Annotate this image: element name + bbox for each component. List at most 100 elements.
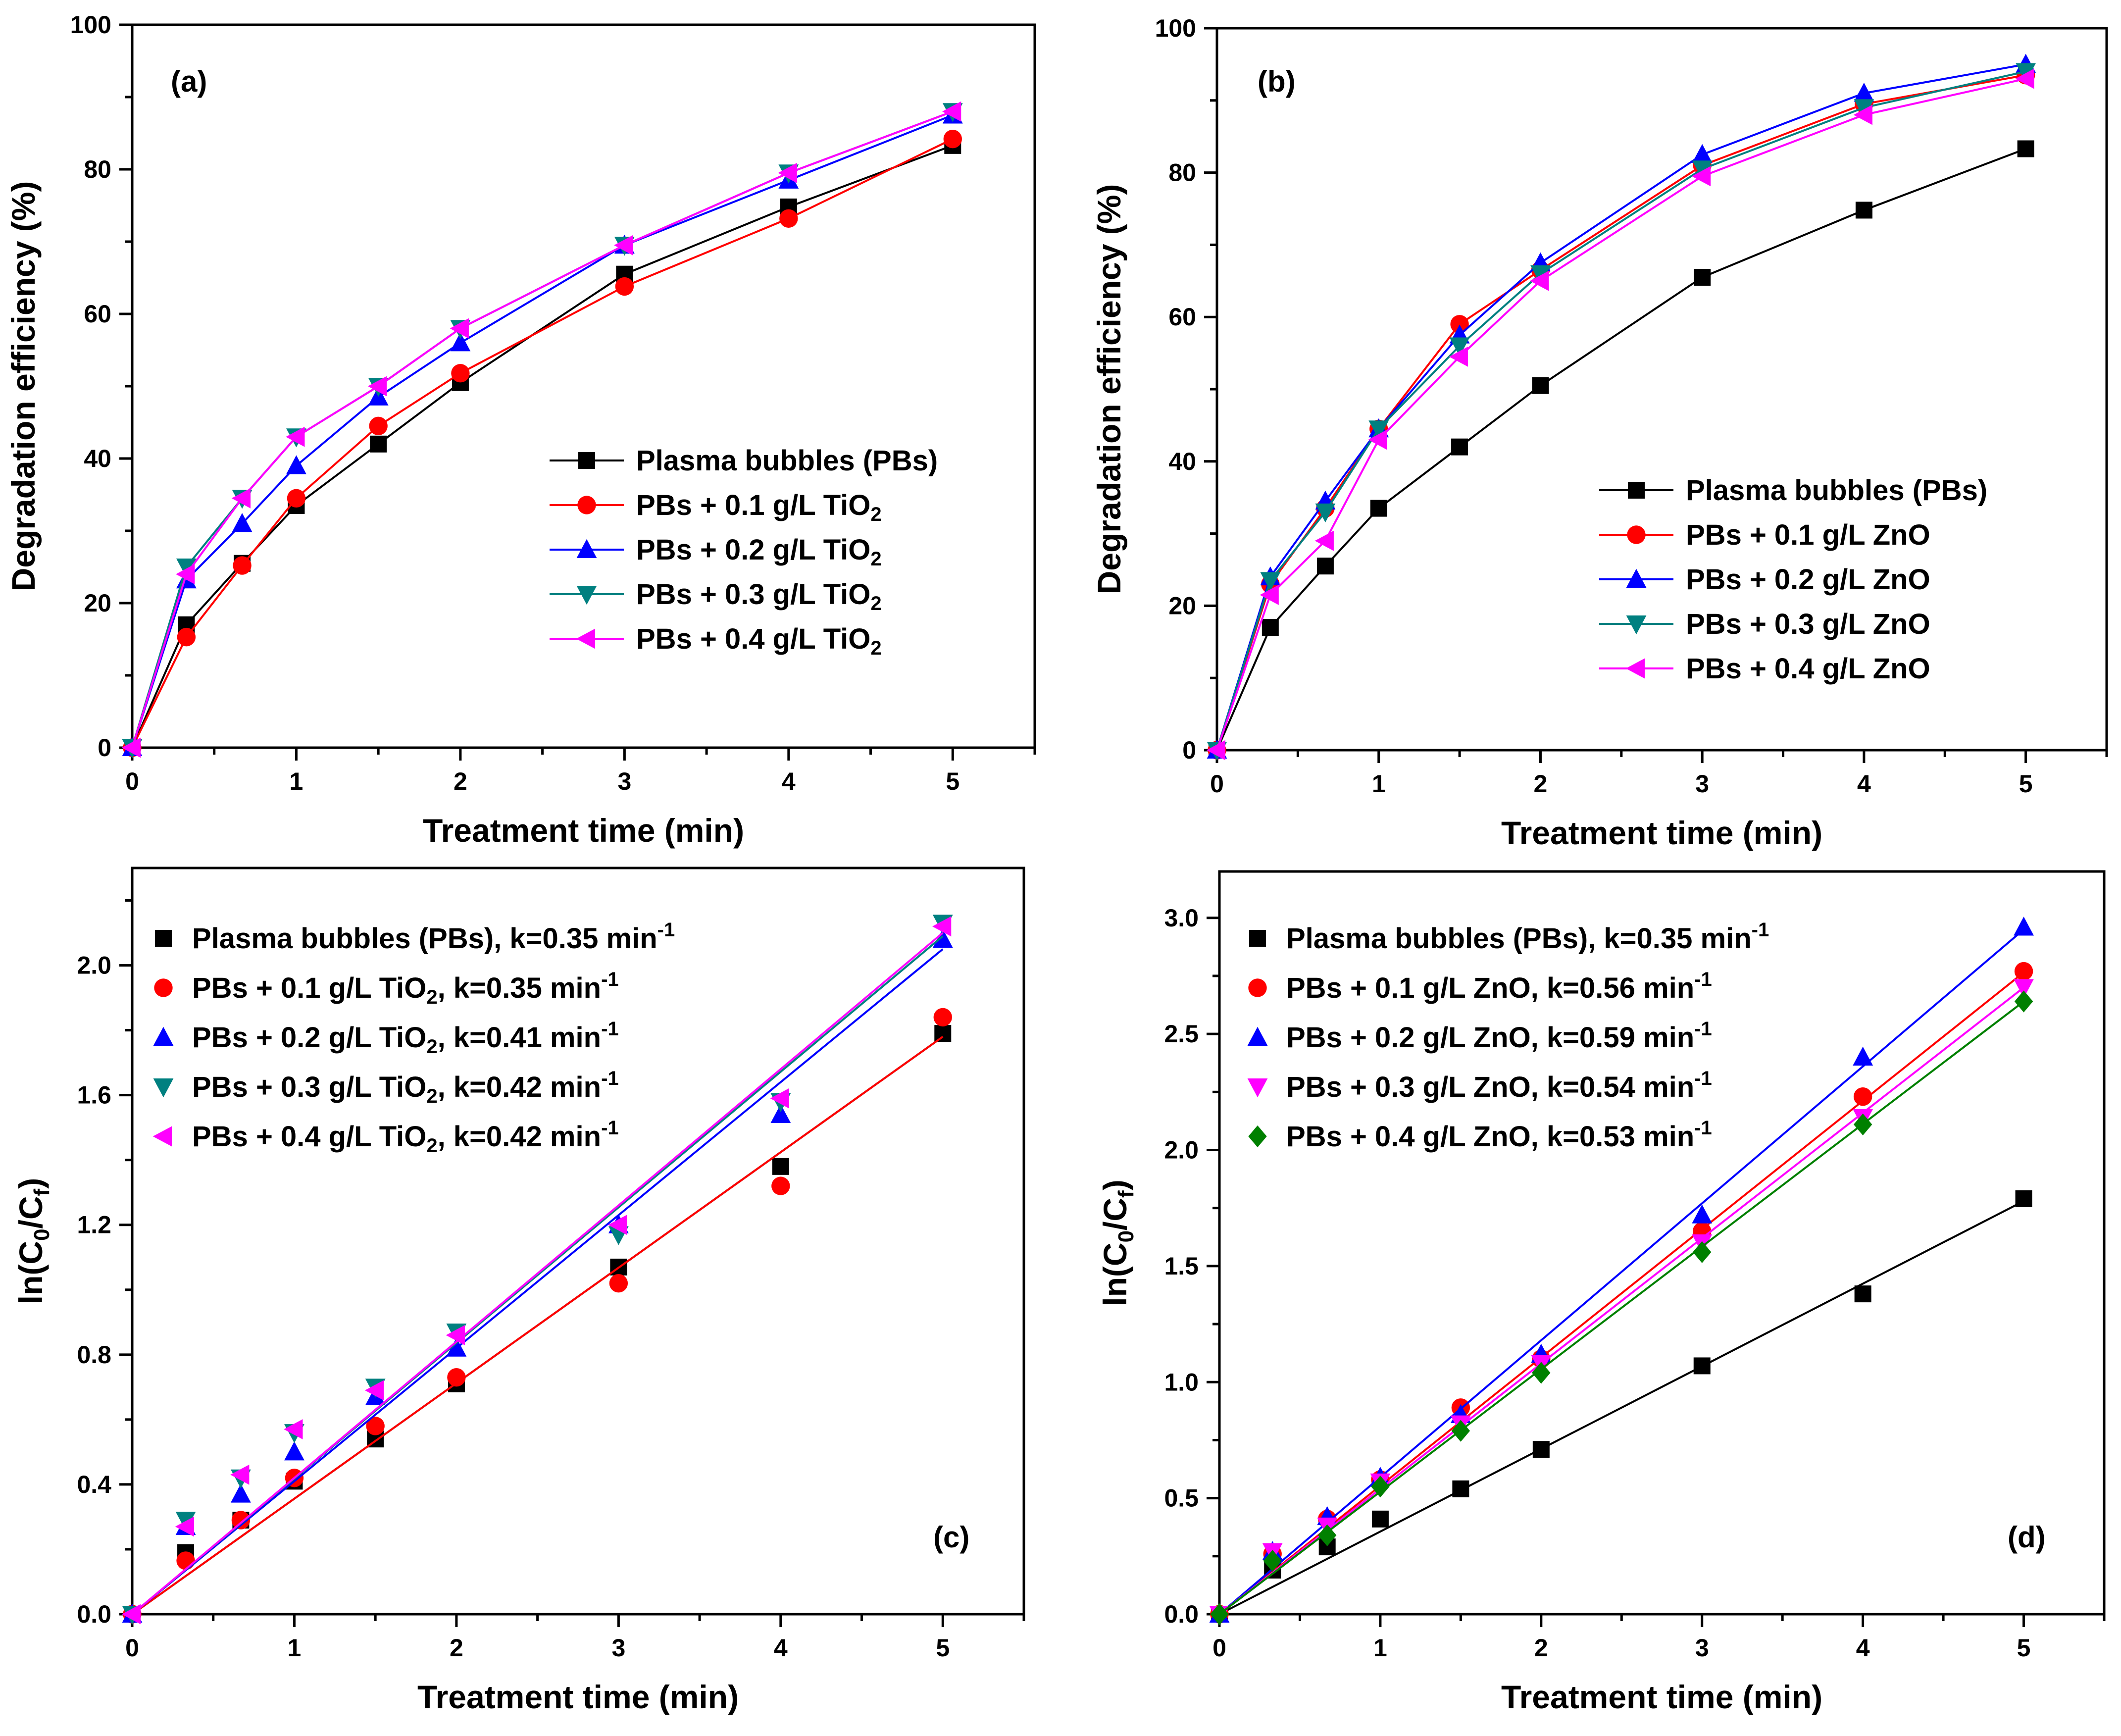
legend-label-subscript: 2 [870, 593, 881, 614]
data-point [1694, 269, 1711, 286]
legend-label: PBs + 0.4 g/L ZnO [1686, 653, 1930, 685]
legend-label-subscript: 2 [426, 1036, 437, 1058]
legend-item: PBs + 0.4 g/L ZnO [1599, 653, 1930, 685]
legend-marker [576, 628, 595, 649]
data-point [1451, 438, 1468, 456]
x-tick-label: 1 [1372, 770, 1386, 798]
legend-label-superscript: -1 [601, 1068, 619, 1089]
data-point [1449, 346, 1468, 367]
legend-label-subscript: 2 [870, 504, 881, 525]
data-point [1692, 160, 1713, 180]
y-tick-label: 3.0 [1164, 904, 1199, 932]
x-tick-label: 0 [125, 767, 139, 795]
y-axis-label-subscript: f [30, 1188, 54, 1196]
legend-label-superscript: -1 [1694, 969, 1712, 990]
legend-marker [155, 930, 172, 947]
chart-panel-a: 0 1 2 3 4 5 0 20 40 60 80 100 Treatment time (min) De… [5, 11, 1036, 849]
series-5 [1210, 990, 2033, 1626]
data-point [2017, 140, 2034, 157]
legend-label-text: PBs + 0.2 g/L TiO [192, 1021, 426, 1054]
legend-item: PBs + 0.3 g/L ZnO [1599, 608, 1930, 640]
data-point [284, 1419, 303, 1439]
fit-line [131, 1036, 944, 1615]
legend-label-subscript: 2 [870, 637, 881, 659]
legend-label: PBs + 0.4 g/L TiO2 [636, 623, 882, 659]
y-tick-label: 60 [1168, 303, 1196, 331]
x-tick-label: 0 [1212, 1634, 1226, 1662]
data-point [1532, 377, 1549, 394]
data-point [1317, 1524, 1337, 1546]
legend-label-text: PBs + 0.3 g/L ZnO, k=0.54 min [1286, 1071, 1694, 1103]
data-point [1449, 337, 1470, 357]
data-point [233, 556, 252, 575]
legend-label-subscript: 2 [426, 1135, 437, 1157]
y-tick-label: 0.5 [1164, 1484, 1199, 1512]
legend-marker [1249, 930, 1266, 947]
plot-frame [131, 867, 1025, 1616]
data-point [450, 332, 471, 352]
data-point [779, 209, 798, 228]
legend-item: Plasma bubbles (PBs), k=0.35 min-1 [1249, 919, 1769, 955]
data-point [370, 435, 387, 453]
data-point [286, 426, 305, 447]
data-point [1452, 1480, 1469, 1497]
legend-label: PBs + 0.4 g/L ZnO, k=0.53 min-1 [1286, 1117, 1712, 1153]
series-4 [1207, 63, 2036, 761]
data-point [1693, 1241, 1712, 1263]
data-point [176, 564, 195, 584]
legend-label-text: PBs + 0.1 g/L TiO [636, 489, 870, 521]
data-point [1451, 1420, 1470, 1442]
data-point [1693, 1357, 1711, 1375]
legend-marker [578, 452, 595, 469]
legend-label-text: , k=0.42 min [438, 1121, 601, 1153]
legend-label: PBs + 0.3 g/L TiO2 [636, 578, 882, 614]
x-tick-label: 2 [450, 1634, 463, 1662]
y-axis-label: Degradation efficiency (%) [5, 181, 42, 592]
data-point [367, 376, 387, 397]
legend-item: PBs + 0.2 g/L ZnO [1599, 563, 1930, 596]
y-axis-label: ln(C0/Cf) [12, 1178, 54, 1304]
y-axis-label-part: /C [12, 1196, 49, 1228]
legend-label: Plasma bubbles (PBs), k=0.35 min-1 [1286, 919, 1769, 955]
legend-label-superscript: -1 [1694, 1018, 1712, 1040]
legend-label-text: PBs + 0.3 g/L ZnO [1686, 608, 1930, 640]
data-point [1691, 166, 1711, 187]
legend-label-text: Plasma bubbles (PBs), k=0.35 min [192, 922, 657, 955]
x-axis-label: Treatment time (min) [423, 812, 744, 849]
y-tick-label: 2.0 [1164, 1136, 1199, 1164]
y-tick-label: 60 [84, 300, 111, 328]
data-point [2014, 979, 2034, 998]
data-point [369, 416, 388, 435]
legend-item: PBs + 0.2 g/L TiO2 [550, 534, 882, 570]
data-point [1316, 558, 1334, 575]
legend-label: Plasma bubbles (PBs) [636, 445, 938, 477]
data-point [1692, 144, 1713, 163]
legend-label-text: , k=0.41 min [438, 1021, 601, 1054]
legend-marker [1626, 568, 1647, 588]
legend-marker [1625, 658, 1645, 679]
legend-item: PBs + 0.2 g/L TiO2, k=0.41 min-1 [153, 1018, 619, 1058]
y-axis-label: Degradation efficiency (%) [1091, 184, 1127, 595]
x-axis-label: Treatment time (min) [1501, 1679, 1822, 1715]
legend-item: PBs + 0.3 g/L TiO2, k=0.42 min-1 [153, 1068, 619, 1107]
x-tick-label: 0 [125, 1634, 139, 1662]
legend: Plasma bubbles (PBs) PBs + 0.1 g/L ZnO PBs… [1599, 474, 1987, 685]
legend-label-text: PBs + 0.3 g/L TiO [636, 578, 870, 611]
legend-item: PBs + 0.4 g/L TiO2, k=0.42 min-1 [152, 1117, 619, 1157]
y-axis-label-part: ) [12, 1178, 49, 1189]
panel-label: (c) [933, 1521, 969, 1554]
panel-label: (b) [1258, 65, 1296, 98]
data-point [943, 129, 962, 149]
data-point [1263, 1550, 1282, 1572]
data-point [230, 1464, 250, 1485]
y-tick-label: 0.8 [77, 1341, 111, 1369]
data-point [1530, 270, 1549, 291]
legend-item: PBs + 0.2 g/L ZnO, k=0.59 min-1 [1247, 1018, 1712, 1054]
y-tick-label: 100 [1155, 14, 1196, 42]
data-point [230, 1483, 251, 1503]
series-5 [1206, 68, 2034, 761]
y-tick-label: 2.5 [1164, 1020, 1199, 1048]
legend-label-superscript: -1 [601, 1117, 619, 1139]
legend-label-text: PBs + 0.2 g/L ZnO [1686, 563, 1930, 596]
